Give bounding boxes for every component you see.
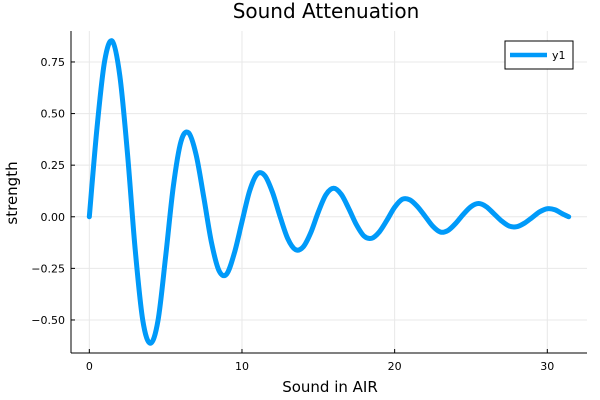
y-tick-label: 0.00 [41,211,66,224]
legend: y1 [504,40,574,70]
axes-layer [70,31,587,354]
y-axis-label: strength [3,161,21,224]
y-tick-label: 0.75 [41,56,66,69]
x-tick-label: 0 [86,360,93,373]
legend-label-y1: y1 [552,49,566,62]
y-tick-label: 0.50 [41,108,66,121]
series-line-y1 [86,38,572,346]
y-tick-label: −0.50 [31,314,65,327]
ticks-layer: 0 10 20 30 −0.50 −0.25 0.00 0.25 0.50 0.75 [31,56,554,373]
x-axis-label: Sound in AIR [282,378,378,396]
x-tick-label: 30 [540,360,554,373]
series-layer [86,38,572,346]
y-tick-label: −0.25 [31,262,65,275]
y-tick-label: 0.25 [41,159,66,172]
x-tick-label: 20 [388,360,402,373]
chart-title: Sound Attenuation [233,0,420,23]
x-tick-label: 10 [235,360,249,373]
